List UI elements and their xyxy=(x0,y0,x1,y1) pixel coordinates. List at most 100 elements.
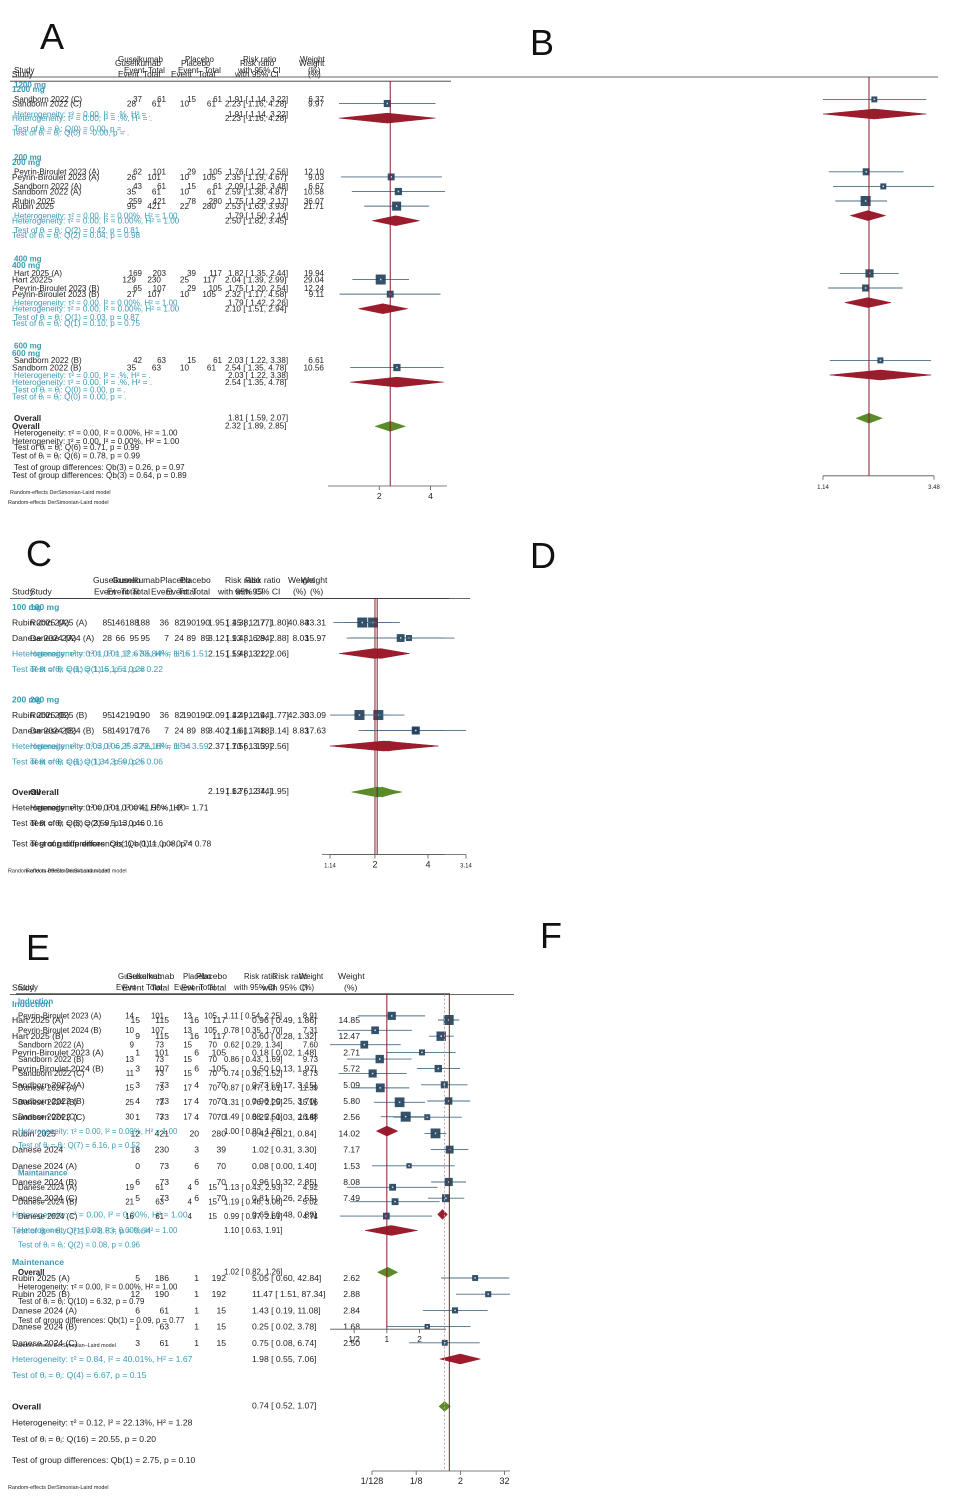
header-total: Total xyxy=(208,983,226,993)
study-count-e1: 26 xyxy=(127,173,137,182)
header-group1: Guselkumab xyxy=(118,972,162,981)
study-count-t2: 15 xyxy=(216,1305,226,1315)
heterogeneity-text: Heterogeneity: τ² = 0.00, I² = 0.00%, H²… xyxy=(12,217,180,226)
subgroup-label: 600 mg xyxy=(12,349,40,358)
header-pct: (%) xyxy=(344,983,358,993)
study-count-e2: 10 xyxy=(180,187,190,196)
study-ci: 1.93 [ 1.29, 2.88] xyxy=(225,633,289,643)
heterogeneity-text: Heterogeneity: τ² = 0.84, I² = 40.01%, H… xyxy=(12,1354,193,1364)
subgroup-ci: 1.10 [ 0.63, 1.91] xyxy=(224,1226,283,1235)
study-weight: 4.74 xyxy=(303,1212,319,1221)
forest-panel-d: D Guselkumab Placebo Risk ratio Weight Study… xyxy=(26,525,969,895)
study-point xyxy=(379,278,382,281)
subgroup-test-text: Test of θᵢ = θⱼ: Q(7) = 6.16, p = 0.52 xyxy=(18,1141,140,1150)
study-count-e2: 16 xyxy=(189,1015,199,1025)
study-ci: 1.95 [ 1.38, 2.77] xyxy=(208,618,272,628)
study-weight: 8.08 xyxy=(343,1177,360,1187)
study-ci: 0.86 [ 0.43, 1.69] xyxy=(224,1055,283,1064)
header-total: Total xyxy=(132,587,150,597)
study-count-e2: 4 xyxy=(194,1112,199,1122)
study-ci: 1.49 [ 0.88, 2.51] xyxy=(224,1112,283,1121)
study-weight: 10.58 xyxy=(304,187,325,196)
study-count-e1: 259 xyxy=(129,197,143,206)
subgroup-ci: 1.00 [ 0.80, 1.26] xyxy=(224,1127,283,1136)
study-count-e1: 21 xyxy=(125,1197,134,1206)
study-count-t2: 61 xyxy=(207,99,217,108)
study-ci: 1.91 [ 1.14, 3.22] xyxy=(228,95,288,104)
study-count-e2: 20 xyxy=(189,1128,199,1138)
subgroup-ci: 2.03 [ 1.22, 3.38] xyxy=(228,371,288,380)
study-point xyxy=(414,729,417,732)
study-count-e2: 29 xyxy=(187,168,196,177)
subgroup-ci: 1.79 [ 1.42, 2.26] xyxy=(228,298,288,307)
study-count-t2: 70 xyxy=(216,1112,226,1122)
overall-label: Overall xyxy=(14,414,41,423)
study-name: Danese 2024 (A) xyxy=(30,633,94,643)
overall-test: Test of θᵢ = θⱼ: Q(3) = 2.59, p = 0.46 xyxy=(12,818,145,828)
study-count-t2: 89 xyxy=(187,633,197,643)
overall-ci: 1.02 [ 0.82, 1.26] xyxy=(224,1267,283,1276)
header-ci: with 95% CI xyxy=(234,587,280,597)
study-weight: 2.56 xyxy=(343,1112,360,1122)
header-event: Event xyxy=(181,983,204,993)
header-total: Total xyxy=(151,983,169,993)
study-count-e2: 4 xyxy=(188,1183,193,1192)
study-count-t1: 176 xyxy=(136,726,150,736)
study-count-e2: 16 xyxy=(189,1031,199,1041)
study-name: Danese 2024 (B) xyxy=(12,1322,77,1332)
study-weight: 8.73 xyxy=(303,1069,318,1078)
study-name: Rubin 2025 (A) xyxy=(12,618,69,628)
header-event: Event xyxy=(107,587,129,597)
study-point xyxy=(378,1058,381,1060)
study-name: Hart 20225 xyxy=(12,275,53,284)
study-count-e1: 62 xyxy=(133,168,142,177)
overall-test: Test of θᵢ = θⱼ: Q(10) = 6.32, p = 0.79 xyxy=(18,1297,144,1306)
study-count-t1: 230 xyxy=(155,1145,170,1155)
study-count-e1: 5 xyxy=(135,1193,140,1203)
header-event: Event xyxy=(124,66,145,75)
study-count-t1: 73 xyxy=(159,1161,169,1171)
subgroup-test-text: Test of θᵢ = θⱼ: Q(0) = -0.00, p = . xyxy=(12,129,129,138)
study-ci: 1.76 [ 1.21, 2.56] xyxy=(228,168,288,177)
study-weight: 2.84 xyxy=(343,1305,360,1315)
study-name: Peyrin-Biroulet 2024 (B) xyxy=(12,1064,104,1074)
heterogeneity-text: Heterogeneity: τ² = 0.00, I² = .%, H² = … xyxy=(14,110,151,119)
study-count-t2: 61 xyxy=(213,95,222,104)
study-count-t1: 188 xyxy=(125,618,139,628)
study-count-e1: 95 xyxy=(127,202,137,211)
study-ci: 2.04 [ 1.39, 2.99] xyxy=(225,275,286,284)
study-count-t2: 105 xyxy=(204,1026,218,1035)
subgroup-label: Maintainance xyxy=(18,1169,68,1178)
header-total: Total xyxy=(204,66,221,75)
study-ci: 2.53 [ 1.63, 3.93] xyxy=(225,202,286,211)
study-count-t2: 70 xyxy=(208,1069,217,1078)
study-point xyxy=(440,1035,443,1038)
study-count-t1: 101 xyxy=(155,1047,170,1057)
study-weight: 40.84 xyxy=(288,618,310,628)
study-count-e2: 10 xyxy=(180,363,190,372)
study-count-e1: 66 xyxy=(116,633,126,643)
study-weight: 2.88 xyxy=(343,1289,360,1299)
subgroup-ci: 2.54 [ 1.35, 4.78] xyxy=(225,378,286,387)
study-ci: 0.60 [ 0.28, 1.32] xyxy=(252,1031,317,1041)
study-count-e1: 1 xyxy=(135,1047,140,1057)
overall-ci: 2.19 [ 1.76, 2.74] xyxy=(208,786,272,796)
x-tick-label: 4 xyxy=(425,860,430,870)
study-ci: 2.35 [ 1.19, 4.67] xyxy=(225,173,286,182)
study-count-e1: 169 xyxy=(129,269,143,278)
study-count-t2: 70 xyxy=(216,1177,226,1187)
study-count-t1: 190 xyxy=(136,710,150,720)
study-name: Sandborn 2022 (A) xyxy=(12,1080,85,1090)
study-weight: 6.61 xyxy=(308,356,324,365)
study-count-t1: 63 xyxy=(152,363,162,372)
overall-label: Overall xyxy=(12,787,41,797)
study-weight: 6.37 xyxy=(308,95,324,104)
header-group2: Placebo xyxy=(180,575,211,585)
study-count-e1: 43 xyxy=(133,182,142,191)
panel-letter: B xyxy=(530,22,555,63)
header-total: Total xyxy=(143,70,160,79)
study-count-e1: 25 xyxy=(125,1098,134,1107)
header-pct: (%) xyxy=(310,587,323,597)
study-count-e2: 82 xyxy=(175,710,185,720)
study-name: Peyrin-Biroulet 2023 (A) xyxy=(18,1012,102,1021)
